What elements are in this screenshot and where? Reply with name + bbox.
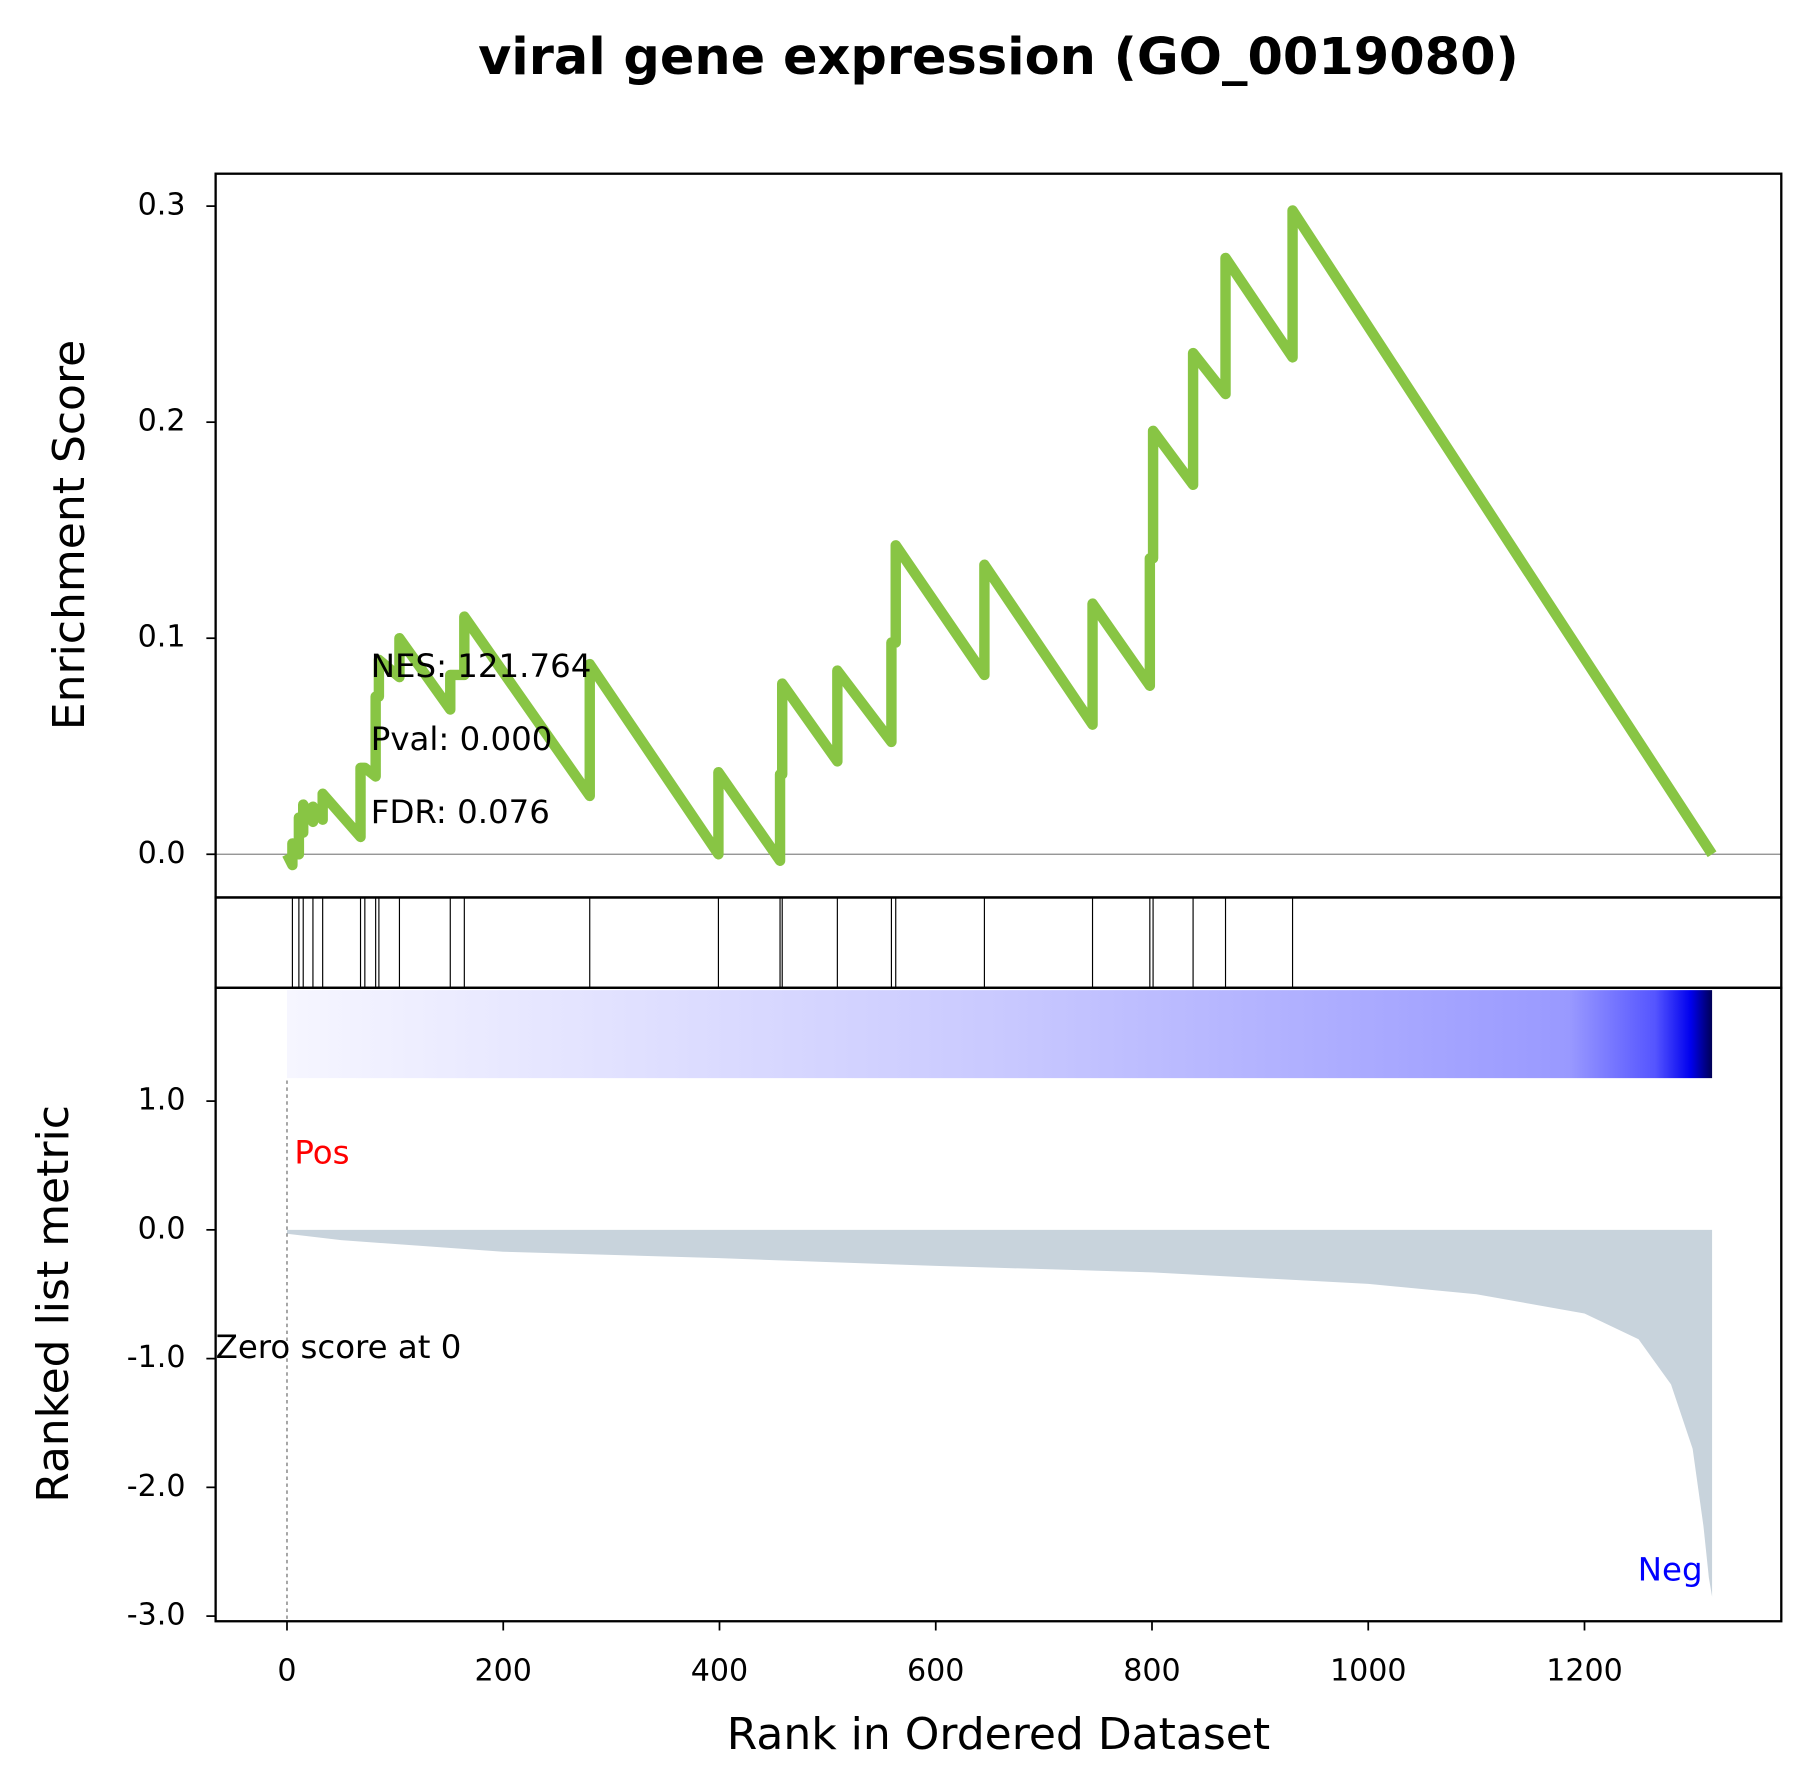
x-tick-label: 1000 [1330,1654,1407,1689]
y-tick-label: -3.0 [127,1598,186,1633]
panel-frame [214,986,1783,1623]
metric-area [286,1229,1713,1597]
x-axis-label: Rank in Ordered Dataset [727,1709,1270,1760]
y-axis-label: Ranked list metric [28,1105,79,1503]
y-tick-label: 0.2 [138,404,186,439]
enrichment-line [282,205,1717,871]
y-axis-label: Enrichment Score [44,340,95,730]
x-tick-label: 800 [1123,1654,1180,1689]
x-tick-label: 400 [691,1654,748,1689]
y-tick-label: 0.0 [138,836,186,871]
y-tick-label: 0.1 [138,620,186,655]
y-tick-label: 0.3 [138,188,186,223]
color-bar [286,990,1713,1079]
neg-label: Neg [1638,1550,1703,1588]
stat-annotation: NES: 121.764 [371,647,592,685]
y-tick-label: -2.0 [127,1469,186,1504]
chart-title: viral gene expression (GO_0019080) [478,28,1519,87]
stat-annotation: FDR: 0.076 [371,793,550,831]
zero-score-label: Zero score at 0 [216,1328,462,1366]
x-tick-label: 0 [277,1654,296,1689]
x-tick-label: 1200 [1546,1654,1623,1689]
stat-annotation: Pval: 0.000 [371,720,553,758]
y-tick-label: -1.0 [127,1340,186,1375]
y-tick-label: 1.0 [138,1083,186,1118]
y-tick-label: 0.0 [138,1211,186,1246]
x-tick-label: 600 [907,1654,964,1689]
x-tick-label: 200 [475,1654,532,1689]
panel-frame [214,172,1783,899]
pos-label: Pos [294,1134,349,1172]
